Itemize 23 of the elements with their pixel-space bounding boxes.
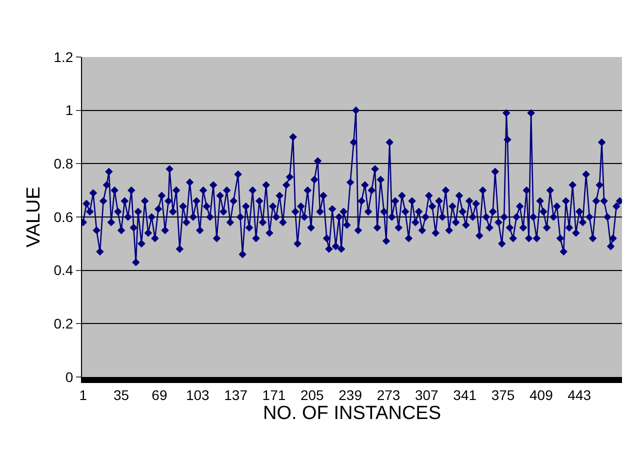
x-tick-label: 341	[453, 386, 477, 403]
x-tick-label: 443	[568, 386, 592, 403]
y-tick-label: 1.2	[54, 48, 74, 65]
x-tick-label: 205	[300, 386, 324, 403]
y-tick-label: 0	[65, 368, 74, 385]
y-tick-label: 0.4	[54, 262, 74, 278]
x-tick-label: 375	[491, 386, 515, 403]
x-tick-label: 35	[114, 386, 130, 403]
y-axis-title: VALUE	[24, 186, 45, 248]
x-tick-label: 273	[376, 386, 400, 403]
x-tick-label: 409	[529, 386, 554, 403]
x-tick-label: 103	[186, 386, 210, 403]
x-axis-title: NO. OF INSTANCES	[262, 403, 442, 424]
x-tick-label: 171	[262, 386, 286, 403]
y-tick-label: 0.8	[54, 156, 74, 172]
x-tick-label: 69	[152, 386, 168, 403]
x-tick-label: 239	[338, 386, 362, 403]
x-tick-label: 307	[414, 386, 439, 403]
y-tick-label: 1	[65, 102, 74, 118]
x-tick-label: 137	[224, 386, 248, 403]
y-tick-label: 0.6	[54, 208, 74, 225]
x-tick-label: 1	[79, 386, 88, 403]
y-tick-label: 0.2	[54, 316, 74, 332]
